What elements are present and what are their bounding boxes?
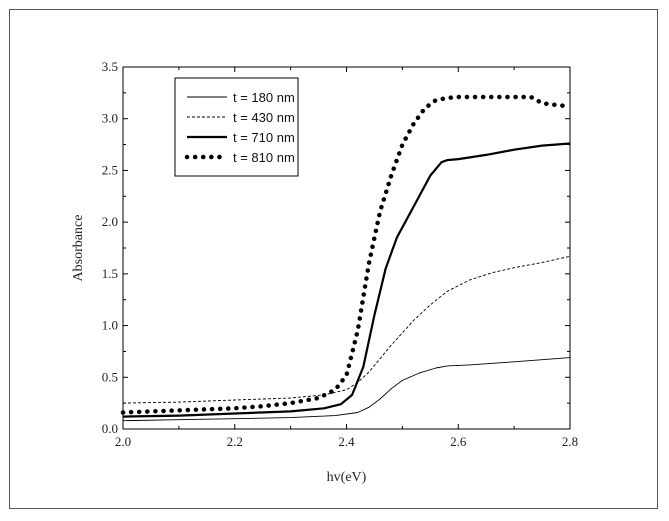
y-tick-label: 2.5 <box>102 162 118 177</box>
y-tick-label: 1.0 <box>102 318 118 333</box>
series-line-2 <box>122 255 571 404</box>
series-lines <box>120 94 573 422</box>
legend-label-1: t = 180 nm <box>233 90 295 105</box>
y-axis-title: Absorbance <box>71 215 86 282</box>
series-line-3 <box>122 142 571 418</box>
figure-frame <box>9 9 658 509</box>
series-line-1 <box>122 357 571 422</box>
legend-label-4: t = 810 nm <box>233 150 295 165</box>
legend-label-3: t = 710 nm <box>233 130 295 145</box>
y-tick-label: 2.0 <box>102 214 118 229</box>
x-tick-label: 2.4 <box>338 434 355 449</box>
x-tick-label: 2.6 <box>450 434 467 449</box>
series-line-4 <box>120 94 573 415</box>
x-tick-label: 2.0 <box>115 434 131 449</box>
y-tick-label: 1.5 <box>102 266 118 281</box>
axes: 2.0 2.2 2.4 2.6 2.8 0.0 0.5 1.0 1.5 2.0 2.5 3.0 3.5 <box>102 59 578 449</box>
y-tick-label: 0.5 <box>102 369 118 384</box>
legend-box <box>174 77 299 177</box>
y-tick-label: 3.0 <box>102 111 118 126</box>
y-tick-label: 3.5 <box>102 59 118 74</box>
legend-label-2: t = 430 nm <box>233 110 295 125</box>
x-tick-label: 2.8 <box>562 434 578 449</box>
x-axis-title: hv(eV) <box>327 470 367 485</box>
legend: t = 180 nm t = 430 nm t = 710 nm t = 810 nm <box>174 77 299 177</box>
x-tick-label: 2.2 <box>227 434 243 449</box>
y-tick-label: 0.0 <box>102 421 118 436</box>
